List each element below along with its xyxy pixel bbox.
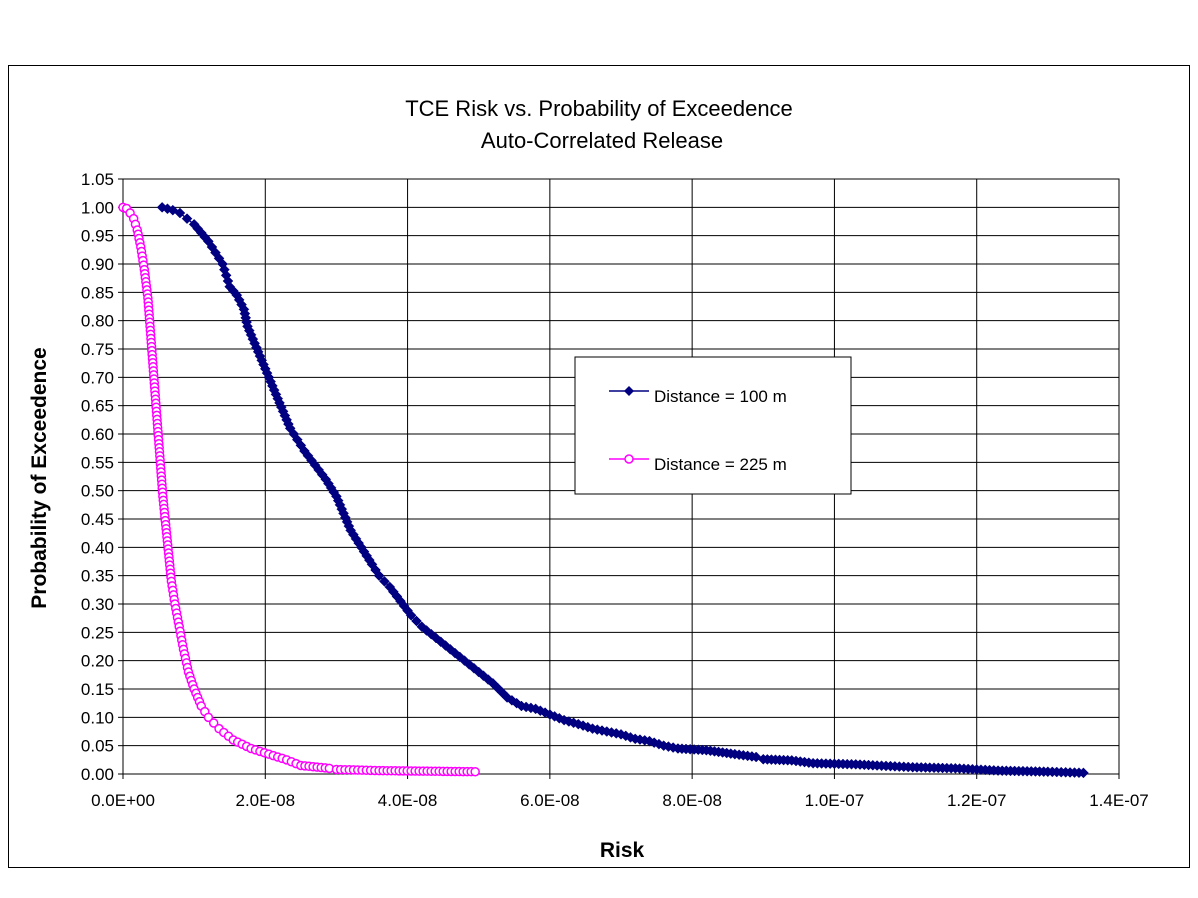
y-tick-label: 0.35 — [81, 567, 114, 586]
x-tick-label: 0.0E+00 — [91, 791, 155, 810]
series-0 — [156, 201, 1089, 779]
data-point — [167, 204, 179, 216]
x-axis-label: Risk — [600, 839, 645, 862]
x-tick-label: 1.4E-07 — [1089, 791, 1149, 810]
data-point — [430, 632, 442, 644]
legend-label-100m: Distance = 100 m — [654, 387, 787, 406]
y-tick-label: 0.10 — [81, 708, 114, 727]
data-point — [454, 651, 466, 663]
y-axis-ticks: 0.00 0.05 0.10 0.15 0.20 0.25 0.30 0.35 0.40 0.45… — [81, 170, 123, 784]
y-tick-label: 0.70 — [81, 368, 114, 387]
data-point — [181, 213, 193, 225]
x-tick-label: 1.2E-07 — [947, 791, 1007, 810]
data-point — [208, 718, 219, 728]
data-point — [174, 207, 186, 219]
data-point — [405, 609, 417, 621]
data-point — [459, 655, 470, 667]
y-tick-label: 1.00 — [81, 198, 114, 217]
x-tick-label: 4.0E-08 — [378, 791, 438, 810]
y-tick-label: 0.65 — [81, 397, 114, 416]
legend-box — [574, 356, 852, 495]
y-tick-label: 0.55 — [81, 453, 114, 472]
legend: Distance = 100 m Distance = 225 m — [574, 356, 852, 495]
chart-subtitle: Auto-Correlated Release — [481, 128, 723, 153]
x-axis-ticks: 0.0E+00 2.0E-08 4.0E-08 6.0E-08 8.0E-08 1.0E-… — [91, 774, 1149, 810]
y-axis-label: Probability of Exceedence — [28, 347, 51, 608]
x-tick-label: 2.0E-08 — [236, 791, 296, 810]
data-point — [470, 766, 480, 777]
y-tick-label: 0.05 — [81, 737, 114, 756]
x-tick-label: 6.0E-08 — [520, 791, 580, 810]
series-group — [118, 201, 1089, 779]
legend-marker-225m — [624, 454, 634, 464]
y-tick-label: 0.40 — [81, 538, 114, 557]
data-point — [1078, 767, 1089, 779]
y-tick-label: 0.20 — [81, 652, 114, 671]
y-tick-label: 0.75 — [81, 340, 114, 359]
y-tick-label: 0.90 — [81, 255, 114, 274]
series-1 — [118, 202, 480, 777]
data-point — [373, 570, 385, 582]
x-tick-label: 1.0E-07 — [805, 791, 865, 810]
y-tick-label: 0.80 — [81, 312, 114, 331]
data-point — [416, 621, 428, 633]
y-tick-label: 0.60 — [81, 425, 114, 444]
data-point — [478, 670, 489, 682]
x-tick-label: 8.0E-08 — [662, 791, 722, 810]
data-point — [425, 628, 437, 640]
chart-title: TCE Risk vs. Probability of Exceedence — [405, 96, 793, 121]
plot-area — [122, 178, 1120, 775]
data-point — [482, 674, 494, 685]
data-point — [411, 615, 422, 627]
data-point — [440, 640, 451, 651]
y-tick-label: 0.25 — [81, 623, 114, 642]
y-tick-label: 0.30 — [81, 595, 114, 614]
data-point — [203, 712, 214, 723]
y-tick-label: 0.50 — [81, 482, 114, 501]
data-point — [379, 575, 390, 587]
y-tick-label: 0.45 — [81, 510, 114, 529]
y-tick-label: 1.05 — [81, 170, 114, 189]
y-tick-label: 0.85 — [81, 283, 114, 302]
y-tick-label: 0.00 — [81, 765, 114, 784]
legend-marker-100m — [624, 386, 634, 396]
legend-label-225m: Distance = 225 m — [654, 455, 787, 474]
data-point — [511, 697, 523, 709]
y-tick-label: 0.95 — [81, 227, 114, 246]
y-tick-label: 0.15 — [81, 680, 114, 699]
